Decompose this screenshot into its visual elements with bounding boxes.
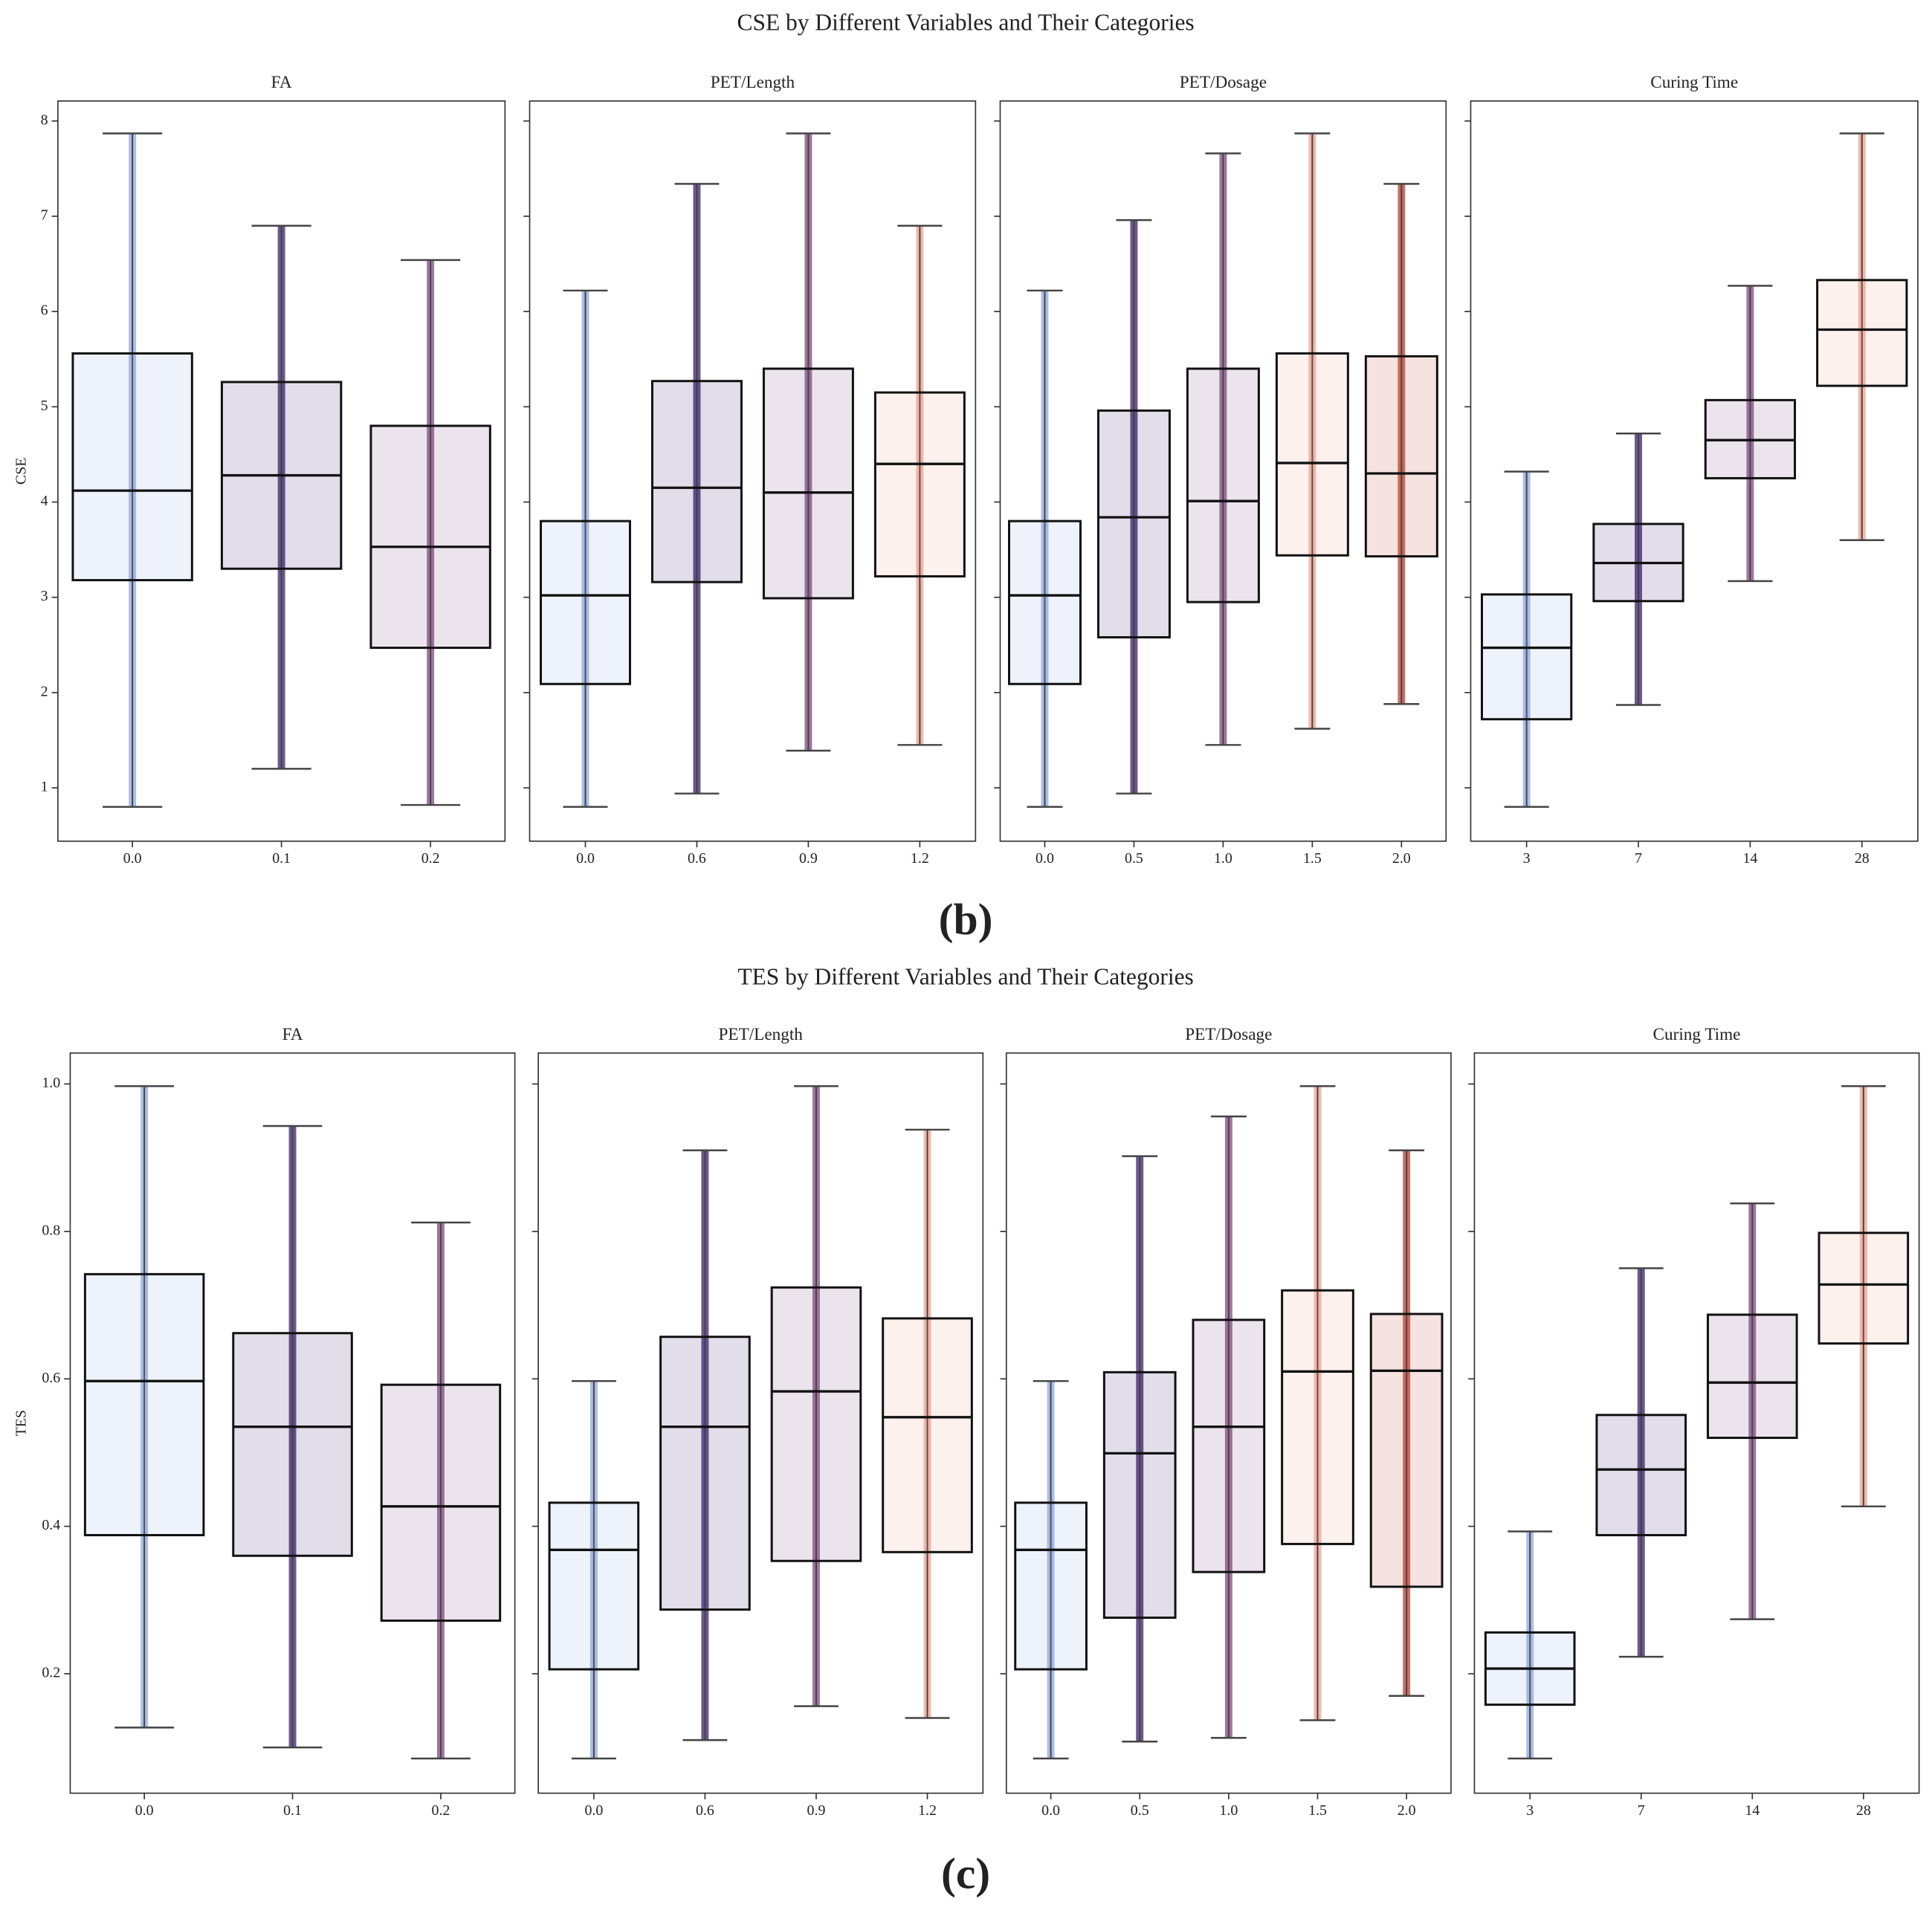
chart-title: TES by Different Variables and Their Cat… — [737, 964, 1193, 990]
box — [1186, 367, 1260, 604]
box — [650, 380, 743, 583]
x-tick-label: 0.6 — [696, 1802, 714, 1819]
box — [369, 424, 491, 650]
y-tick-label: 0.6 — [42, 1370, 60, 1386]
panel-title: PET/Dosage — [1180, 73, 1267, 92]
panel-title: PET/Dosage — [1185, 1025, 1272, 1044]
panel-title: PET/Length — [719, 1025, 804, 1044]
caption: (b) — [939, 894, 993, 943]
x-tick-label: 0.5 — [1131, 1802, 1149, 1819]
box — [1007, 520, 1082, 685]
caption: (c) — [941, 1849, 990, 1898]
box — [1595, 1414, 1687, 1536]
panel-frame — [1470, 100, 1919, 842]
y-tick-label: 7 — [41, 207, 48, 224]
x-tick-label: 7 — [1638, 1802, 1645, 1819]
y-tick-label: 0.8 — [42, 1222, 60, 1238]
x-tick-label: 0.6 — [688, 850, 706, 867]
box — [1816, 279, 1908, 387]
box — [1014, 1501, 1088, 1671]
box — [882, 1317, 973, 1553]
y-tick-label: 3 — [41, 588, 48, 604]
box — [770, 1286, 862, 1562]
x-tick-label: 1.5 — [1308, 1802, 1327, 1819]
panel-frame — [529, 100, 977, 842]
y-tick-label: 1.0 — [42, 1075, 60, 1091]
x-tick-label: 28 — [1855, 850, 1870, 867]
x-tick-label: 2.0 — [1398, 1802, 1416, 1819]
box — [762, 367, 854, 600]
panel-title: PET/Length — [711, 73, 795, 92]
box — [1275, 352, 1349, 557]
x-tick-label: 1.2 — [911, 850, 929, 867]
x-tick-label: 1.2 — [918, 1802, 937, 1819]
x-tick-label: 14 — [1745, 1802, 1760, 1819]
panel-frame — [537, 1052, 984, 1794]
x-tick-label: 0.1 — [272, 850, 291, 867]
box — [1818, 1232, 1910, 1345]
panel-frame — [1473, 1052, 1920, 1794]
y-tick-label: 5 — [41, 398, 48, 414]
y-tick-label: 0.2 — [42, 1665, 60, 1681]
box — [1096, 409, 1171, 638]
x-tick-label: 0.1 — [283, 1802, 302, 1819]
x-tick-label: 3 — [1526, 1802, 1534, 1819]
box — [1369, 1313, 1444, 1588]
box — [659, 1336, 751, 1611]
x-tick-label: 0.0 — [1036, 850, 1054, 867]
y-tick-label: 1 — [41, 779, 48, 795]
box — [1192, 1318, 1266, 1573]
x-tick-label: 0.0 — [584, 1802, 603, 1819]
y-tick-label: 6 — [41, 302, 48, 319]
x-tick-label: 1.0 — [1214, 850, 1232, 867]
x-tick-label: 7 — [1635, 850, 1642, 867]
panel-title: Curing Time — [1650, 73, 1738, 92]
panel-title: FA — [282, 1025, 303, 1044]
box — [232, 1332, 353, 1557]
x-tick-label: 0.9 — [807, 1802, 826, 1819]
x-tick-label: 14 — [1742, 850, 1757, 867]
x-tick-label: 0.0 — [135, 1802, 154, 1819]
x-tick-label: 0.2 — [421, 850, 440, 867]
x-tick-label: 0.9 — [799, 850, 818, 867]
x-tick-label: 0.0 — [576, 850, 595, 867]
y-tick-label: 0.4 — [42, 1517, 60, 1533]
box — [71, 352, 193, 582]
panel-title: FA — [271, 73, 292, 92]
x-tick-label: 0.2 — [432, 1802, 450, 1819]
y-axis-label: TES — [13, 1410, 29, 1436]
box — [1364, 355, 1438, 558]
box — [83, 1272, 205, 1536]
box — [1281, 1289, 1354, 1545]
box — [548, 1501, 640, 1671]
y-axis-label: CSE — [13, 458, 29, 485]
x-tick-label: 1.0 — [1219, 1802, 1238, 1819]
box — [1706, 1313, 1798, 1440]
x-tick-label: 0.5 — [1125, 850, 1143, 867]
y-tick-label: 4 — [41, 493, 48, 509]
x-tick-label: 3 — [1523, 850, 1531, 867]
x-tick-label: 28 — [1856, 1802, 1871, 1819]
chart-title: CSE by Different Variables and Their Cat… — [737, 9, 1194, 35]
y-tick-label: 2 — [41, 683, 48, 699]
box — [1102, 1371, 1177, 1620]
box — [380, 1383, 502, 1622]
y-tick-label: 8 — [41, 111, 48, 128]
box — [1481, 593, 1573, 721]
panel-title: Curing Time — [1653, 1025, 1741, 1044]
box — [873, 391, 966, 577]
x-tick-label: 0.0 — [1041, 1802, 1060, 1819]
box — [540, 520, 631, 685]
x-tick-label: 2.0 — [1392, 850, 1411, 867]
x-tick-label: 1.5 — [1303, 850, 1322, 867]
x-tick-label: 0.0 — [123, 850, 142, 867]
